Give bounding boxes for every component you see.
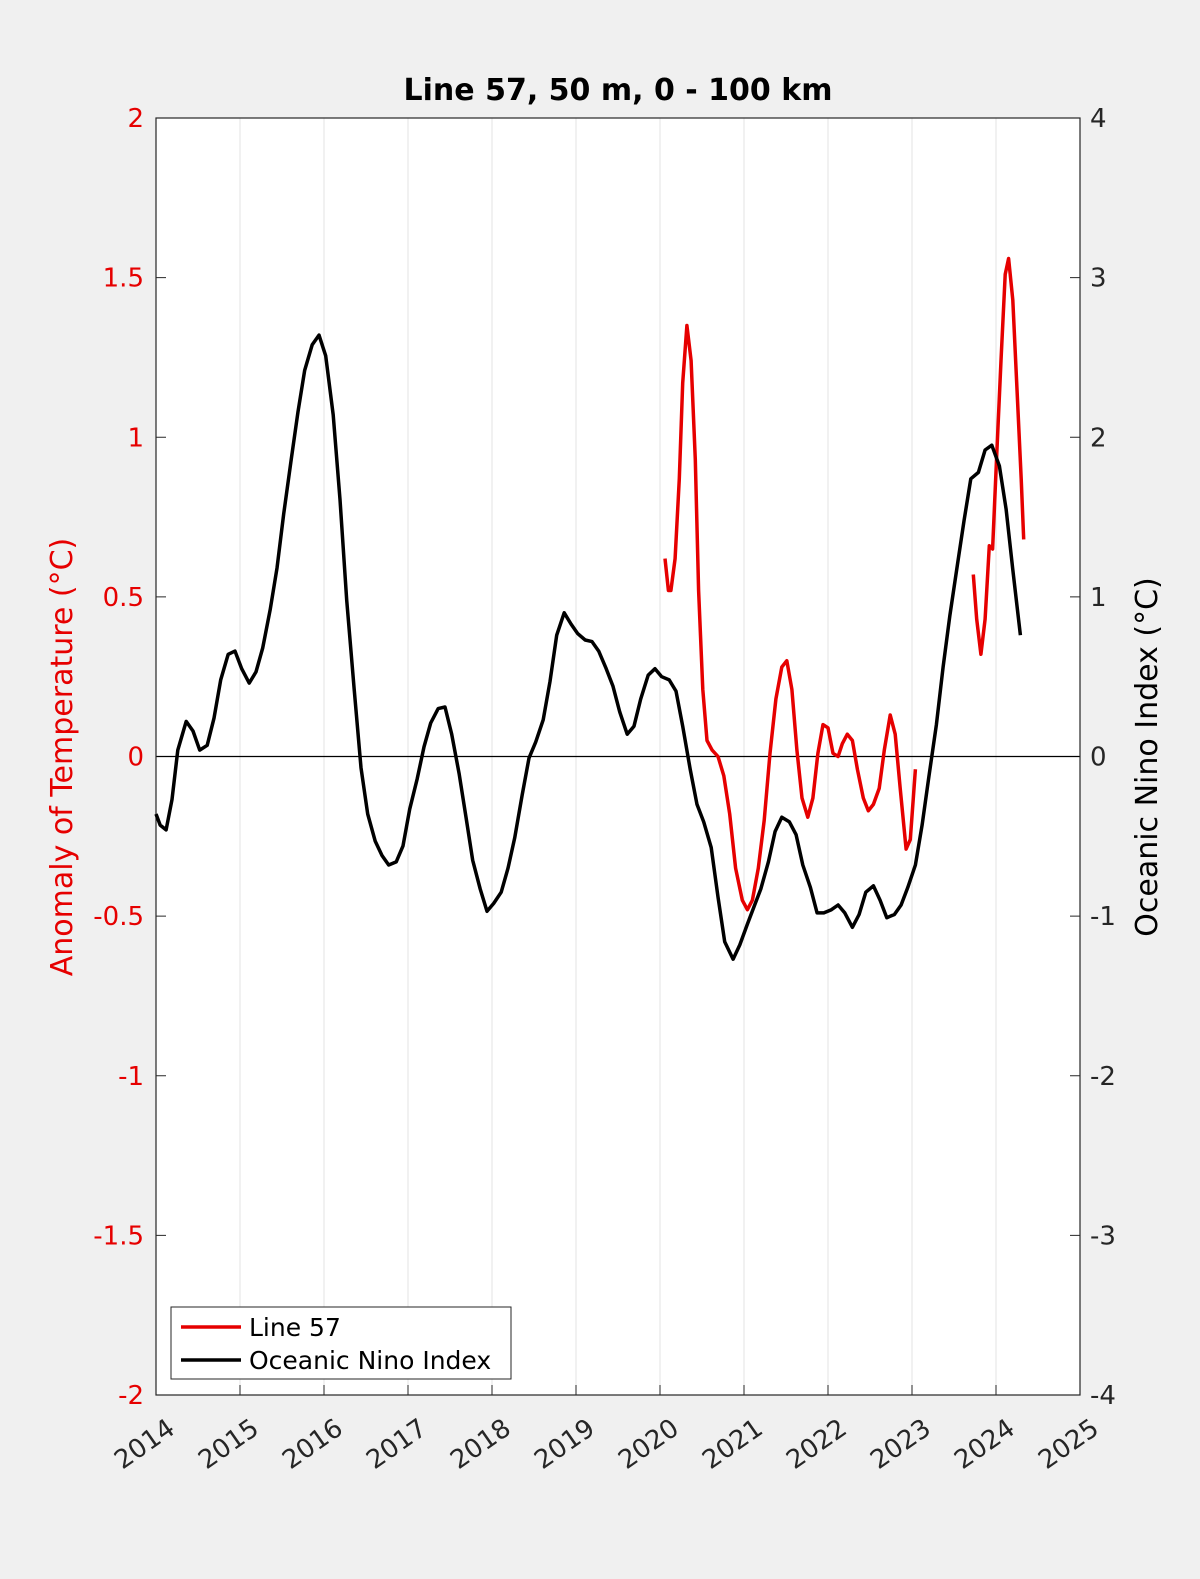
y-tick-label: 2 <box>127 104 144 134</box>
y-tick-label: -0.5 <box>93 902 144 932</box>
y2-tick-label: -4 <box>1090 1381 1116 1411</box>
y-tick-label: 1.5 <box>103 264 144 294</box>
x-tick-label: 2020 <box>613 1413 684 1476</box>
y2-tick-label: -3 <box>1090 1221 1116 1251</box>
y2-tick-label: 4 <box>1090 104 1107 134</box>
y-axis-label: Anomaly of Temperature (°C) <box>45 538 80 977</box>
series-line <box>154 333 1023 961</box>
axes-box <box>155 117 1081 1396</box>
series-line <box>663 256 1026 912</box>
legend-label: Oceanic Nino Index <box>249 1346 491 1375</box>
y-tick-label: 0.5 <box>103 583 144 613</box>
x-tick-label: 2024 <box>949 1413 1020 1476</box>
y2-tick-label: 0 <box>1090 743 1107 773</box>
y2-tick-label: 2 <box>1090 423 1107 453</box>
y-tick-label: -2 <box>118 1381 144 1411</box>
y2-tick-label: -1 <box>1090 902 1116 932</box>
y2-tick-label: 3 <box>1090 264 1107 294</box>
y2-tick-label: 1 <box>1090 583 1107 613</box>
y-tick-label: 0 <box>127 743 144 773</box>
x-tick-label: 2019 <box>529 1413 600 1476</box>
x-tick-label: 2017 <box>361 1413 432 1476</box>
y2-axis-label: Oceanic Nino Index (°C) <box>1130 577 1165 937</box>
y-tick-label: -1.5 <box>93 1221 144 1251</box>
legend-box <box>170 1306 512 1380</box>
y-tick-label: -1 <box>118 1062 144 1092</box>
chart-title: Line 57, 50 m, 0 - 100 km <box>404 73 833 108</box>
x-tick-label: 2016 <box>277 1413 348 1476</box>
y2-tick-label: -2 <box>1090 1062 1116 1092</box>
x-tick-label: 2025 <box>1033 1413 1104 1476</box>
x-tick-label: 2018 <box>445 1413 516 1476</box>
x-tick-label: 2015 <box>193 1413 264 1476</box>
y-tick-label: 1 <box>127 423 144 453</box>
legend-label: Line 57 <box>249 1313 341 1342</box>
x-tick-label: 2023 <box>865 1413 936 1476</box>
x-tick-label: 2022 <box>781 1413 852 1476</box>
x-tick-label: 2021 <box>697 1413 768 1476</box>
x-tick-label: 2014 <box>109 1413 180 1476</box>
